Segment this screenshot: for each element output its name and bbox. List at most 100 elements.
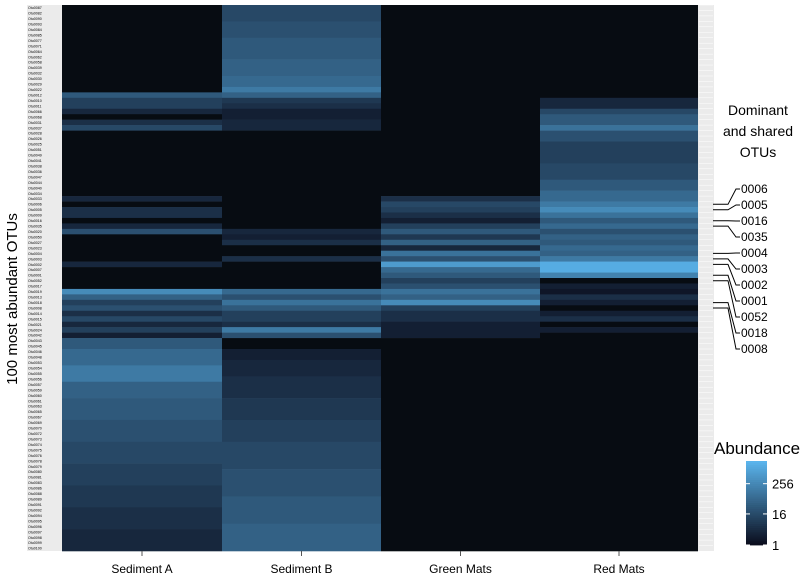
legend-swatch — [746, 500, 767, 504]
row-label: Otu0078 — [28, 459, 42, 463]
row-label: Otu0090 — [28, 17, 42, 21]
row-label: Otu0096 — [28, 525, 42, 529]
heatmap-cell — [62, 321, 222, 328]
row-label: Otu0071 — [28, 44, 42, 48]
column-label: Sediment A — [111, 562, 172, 576]
row-label: Otu0086 — [28, 487, 42, 491]
row-label: Otu0084 — [28, 28, 42, 32]
heatmap-cell — [540, 283, 698, 290]
row-label: Otu0077 — [28, 39, 42, 43]
heatmap-cell — [62, 529, 222, 552]
annotation-label: 0004 — [741, 246, 768, 260]
row-label: Otu0052 — [28, 279, 42, 283]
row-label: Otu0053 — [28, 361, 42, 365]
heatmap-cell — [381, 245, 540, 251]
row-label: Otu0073 — [28, 437, 42, 441]
heatmap-cell — [62, 299, 222, 306]
row-label: Otu0057 — [28, 383, 42, 387]
heatmap-cell — [540, 299, 698, 306]
abundance-legend: Abundance 256 16 1 — [714, 439, 800, 553]
row-label: Otu0022 — [28, 88, 42, 92]
heatmap-cell — [62, 217, 222, 224]
heatmap-cell — [540, 332, 698, 552]
heatmap-cell — [540, 130, 698, 142]
row-label: Otu0002 — [28, 263, 42, 267]
heatmap-cell — [381, 256, 540, 262]
row-label: Otu0085 — [28, 33, 42, 37]
heatmap-cell — [540, 223, 698, 230]
legend-swatch — [746, 540, 767, 544]
heatmap-cell — [222, 245, 381, 257]
heatmap-cell — [62, 485, 222, 508]
row-label: Otu0089 — [28, 498, 42, 502]
heatmap-cell — [62, 267, 222, 290]
row-label: Otu0008 — [28, 306, 42, 310]
row-label: Otu0097 — [28, 530, 42, 534]
heatmap-cell — [222, 359, 381, 377]
row-label: Otu0034 — [28, 192, 42, 196]
row-label: Otu0093 — [28, 23, 42, 27]
heatmap-cell — [381, 196, 540, 202]
legend-swatch — [746, 526, 767, 529]
row-label: Otu0060 — [28, 394, 42, 398]
heatmap-cell — [62, 130, 222, 197]
row-label: Otu0042 — [28, 334, 42, 338]
heatmap-cell — [540, 5, 698, 99]
heatmap-cell — [540, 108, 698, 115]
row-label: Otu0020 — [28, 230, 42, 234]
row-labels-left: Otu0087Otu0082Otu0090Otu0093Otu0084Otu00… — [28, 6, 42, 551]
dominant-otu-annotations: Dominant and shared OTUs 0006 0005 0016 0035 00… — [713, 102, 793, 356]
heatmap-cell — [381, 201, 540, 208]
heatmap-cell — [540, 201, 698, 208]
legend-swatch — [746, 484, 767, 487]
row-label: Otu0065 — [28, 410, 42, 414]
row-label: Otu0082 — [28, 12, 42, 16]
annotation-label: 0003 — [741, 262, 768, 276]
row-label: Otu0044 — [28, 181, 42, 185]
annotation-label: 0035 — [741, 230, 768, 244]
legend-swatch — [746, 471, 767, 474]
row-label: Otu0021 — [28, 323, 42, 327]
heatmap-cell — [540, 163, 698, 181]
row-label: Otu0037 — [28, 126, 42, 130]
row-label: Otu0010 — [28, 99, 42, 103]
heatmap-cell — [62, 201, 222, 208]
row-label: Otu0080 — [28, 470, 42, 474]
annotation-label: 0018 — [741, 326, 768, 340]
heatmap-cell — [540, 228, 698, 235]
heatmap-cell — [222, 86, 381, 93]
heatmap-cell — [62, 92, 222, 99]
heatmap-cell — [381, 299, 540, 306]
heatmap-cell — [62, 114, 222, 120]
heatmap-cell — [222, 310, 381, 322]
legend-swatch — [746, 490, 767, 493]
heatmap-cell — [381, 212, 540, 219]
row-label: Otu0067 — [28, 416, 42, 420]
row-label: Otu0016 — [28, 219, 42, 223]
annotation-leader — [713, 274, 740, 302]
heatmap-cell — [222, 398, 381, 421]
heatmap-cell — [222, 119, 381, 131]
row-label: Otu0051 — [28, 148, 42, 152]
heatmap-cell — [540, 245, 698, 251]
legend-swatch — [746, 503, 767, 506]
legend-swatch — [746, 507, 767, 510]
heatmap-cell — [540, 310, 698, 317]
heatmap-cell — [222, 321, 381, 328]
heatmap-cell — [62, 97, 222, 110]
heatmap-cell — [62, 234, 222, 262]
heatmap-cell — [62, 207, 222, 219]
row-label: Otu0003 — [28, 257, 42, 261]
heatmap-cell — [222, 256, 381, 262]
heatmap-cell — [222, 294, 381, 301]
annotation-label: 0008 — [741, 342, 768, 356]
heatmap-cell — [62, 108, 222, 115]
row-label: Otu0036 — [28, 170, 42, 174]
heatmap-cell — [62, 398, 222, 421]
legend-swatch — [746, 465, 767, 468]
annotation-title: Dominant — [728, 102, 788, 118]
annotation-title: and shared — [723, 123, 793, 139]
heatmap-cell — [540, 114, 698, 126]
row-label: Otu0056 — [28, 377, 42, 381]
